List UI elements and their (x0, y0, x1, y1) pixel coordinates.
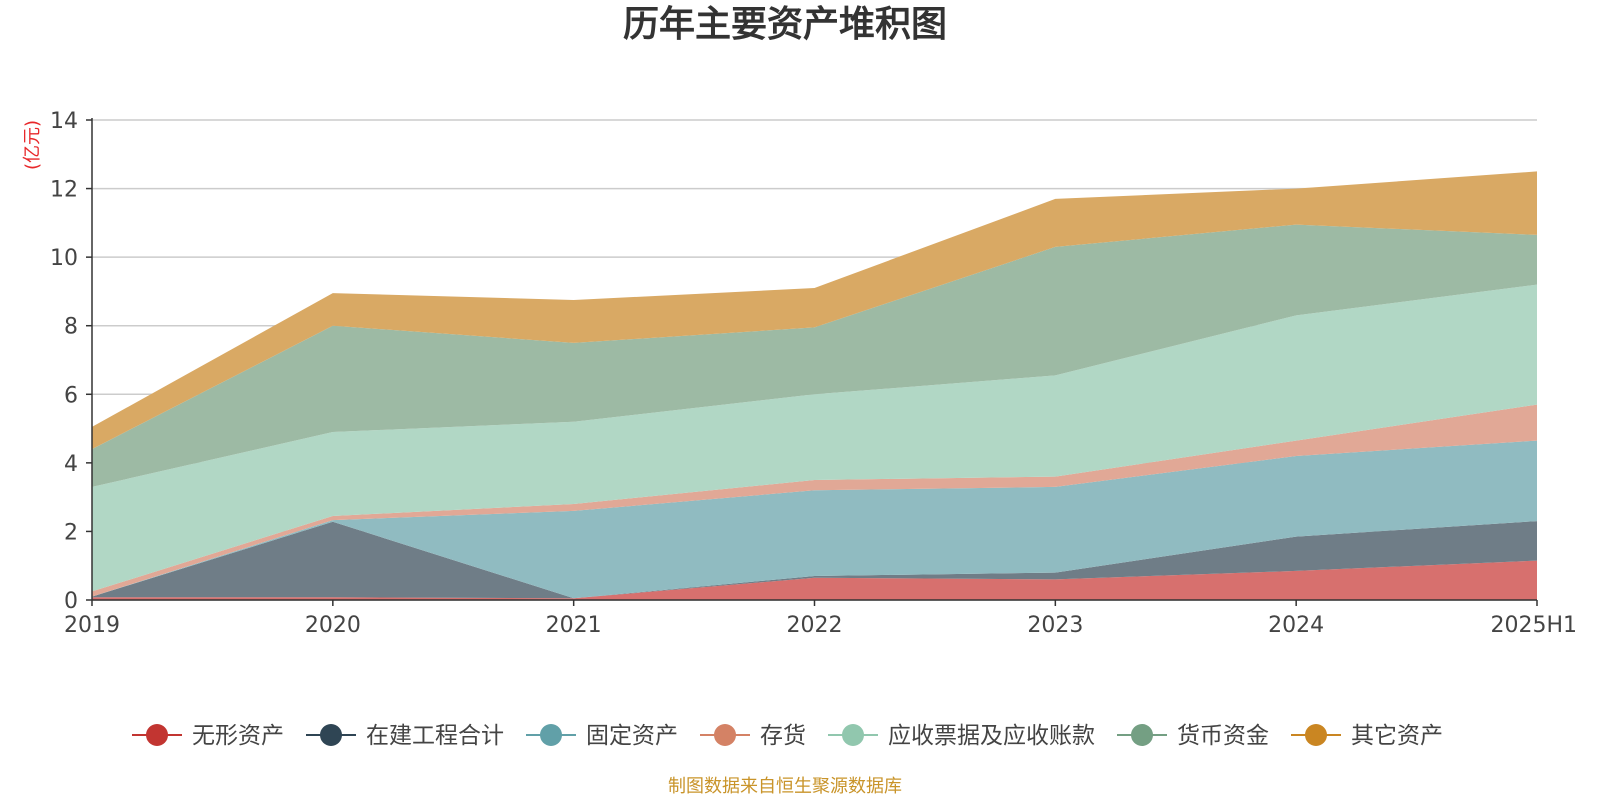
area-series-6[interactable] (92, 224, 1537, 487)
legend-marker-icon (320, 724, 342, 746)
x-tick-label: 2019 (64, 613, 120, 638)
y-tick-label: 2 (64, 520, 78, 545)
y-tick-label: 10 (50, 246, 78, 271)
x-tick-label: 2022 (787, 613, 843, 638)
legend-label: 货币资金 (1177, 723, 1269, 749)
area-series-layer (92, 171, 1537, 600)
area-series-2[interactable] (92, 521, 1537, 599)
area-series-1[interactable] (92, 560, 1537, 600)
legend-label: 其它资产 (1351, 723, 1443, 749)
y-tick-label: 0 (64, 589, 78, 614)
legend-item-2[interactable]: 在建工程合计 (306, 723, 504, 749)
legend-item-6[interactable]: 货币资金 (1117, 723, 1269, 749)
legend-marker-icon (146, 724, 168, 746)
legend-item-1[interactable]: 无形资产 (132, 723, 284, 749)
legend-label: 应收票据及应收账款 (888, 723, 1095, 749)
legend-item-4[interactable]: 存货 (700, 723, 806, 749)
legend-item-7[interactable]: 其它资产 (1291, 723, 1443, 749)
legend-label: 在建工程合计 (366, 723, 504, 749)
x-tick-label: 2023 (1027, 613, 1083, 638)
y-tick-label: 8 (64, 315, 78, 340)
y-axis-unit-label: (亿元) (22, 120, 43, 170)
y-tick-label: 6 (64, 383, 78, 408)
area-series-7[interactable] (92, 171, 1537, 450)
y-tick-label: 14 (50, 109, 78, 134)
legend-label: 存货 (760, 723, 806, 749)
x-tick-label: 2021 (546, 613, 602, 638)
y-tick-label: 12 (50, 178, 78, 203)
data-source-note: 制图数据来自恒生聚源数据库 (668, 776, 902, 797)
axes: 0 2 4 6 8 10 12 14 2019 2020 2021 2022 2023 2024 2025H… (50, 109, 1577, 638)
y-tick-label: 4 (64, 452, 78, 477)
area-series-5[interactable] (92, 284, 1537, 592)
legend-label: 无形资产 (192, 723, 284, 749)
legend-marker-icon (1131, 724, 1153, 746)
legend-item-5[interactable]: 应收票据及应收账款 (828, 723, 1095, 749)
legend-marker-icon (1305, 724, 1327, 746)
chart-title: 历年主要资产堆积图 (623, 4, 947, 45)
legend-marker-icon (842, 724, 864, 746)
legend-marker-icon (714, 724, 736, 746)
legend[interactable]: 无形资产 在建工程合计 固定资产 存货 应收票据及应收账款 货币资金 其它资产 (132, 723, 1443, 749)
x-tick-label: 2020 (305, 613, 361, 638)
x-tick-label: 2025H1 (1490, 613, 1577, 638)
legend-item-3[interactable]: 固定资产 (526, 723, 678, 749)
area-series-3[interactable] (92, 440, 1537, 599)
x-tick-label: 2024 (1268, 613, 1324, 638)
legend-label: 固定资产 (586, 723, 678, 749)
legend-marker-icon (540, 724, 562, 746)
